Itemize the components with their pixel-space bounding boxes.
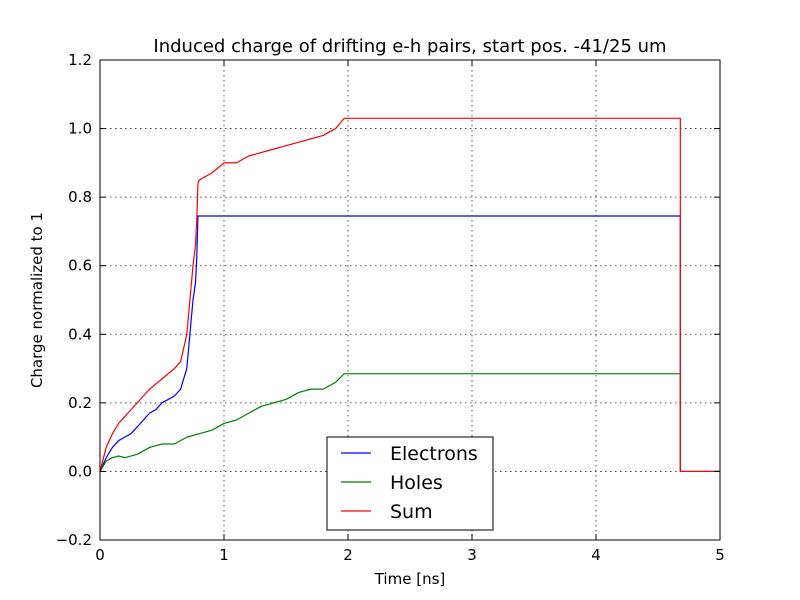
x-tick-label: 5 [715,546,725,564]
y-tick-label: 0.4 [68,325,92,343]
series-line-electrons [99,215,720,473]
legend-label-sum: Sum [390,501,433,523]
legend: Electrons Holes Sum [326,436,494,531]
series-line-holes [99,373,720,473]
x-tick-label: 1 [219,546,229,564]
legend-label-electrons: Electrons [390,443,478,465]
y-tick-label: 0.8 [68,188,92,206]
y-tick-label: 0.0 [68,462,92,480]
x-axis-label: Time [ns] [374,570,446,588]
series-lines [99,117,720,473]
series-line-sum [99,117,720,473]
chart-title: Induced charge of drifting e-h pairs, st… [153,36,666,57]
x-tick-label: 4 [591,546,601,564]
axis-ticks: 0 1 2 3 4 5 −0.2 0.0 0.2 0.4 0.6 0.8 1.0 1.2 [56,51,725,564]
y-tick-label: 0.2 [68,394,92,412]
y-axis-label: Charge normalized to 1 [28,212,46,388]
x-tick-label: 3 [467,546,477,564]
y-tick-label: 1.0 [68,120,92,138]
plot-area-frame [99,59,721,541]
y-tick-label: −0.2 [56,531,92,549]
y-tick-label: 1.2 [68,51,92,69]
x-tick-label: 2 [343,546,353,564]
legend-label-holes: Holes [390,472,443,494]
y-tick-label: 0.6 [68,257,92,275]
x-tick-label: 0 [95,546,105,564]
